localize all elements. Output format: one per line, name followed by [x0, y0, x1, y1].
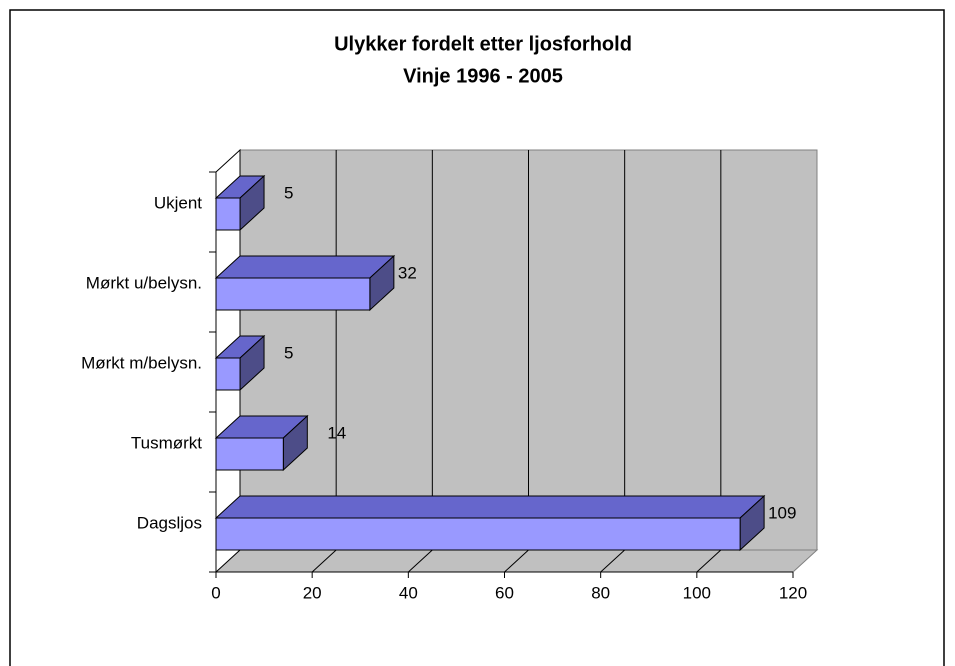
x-tick-label: 20	[303, 583, 322, 602]
bar	[215, 357, 241, 391]
chart-subtitle: Vinje 1996 - 2005	[403, 65, 563, 87]
floor-grid-line	[504, 549, 529, 573]
bar-top	[214, 495, 766, 519]
x-tick-label: 40	[399, 583, 418, 602]
x-tick-label: 0	[211, 583, 220, 602]
value-label: 5	[284, 343, 293, 362]
bar	[215, 517, 741, 551]
y-tick-label: Mørkt m/belysn.	[81, 353, 202, 372]
y-tick-label: Dagsljos	[137, 513, 202, 532]
value-label: 5	[284, 183, 293, 202]
x-tick-label: 100	[683, 583, 711, 602]
y-tick-label: Tusmørkt	[131, 433, 202, 452]
floor-grid-line	[696, 549, 722, 573]
floor-grid-line	[407, 549, 433, 573]
bar	[215, 437, 284, 471]
value-label: 14	[327, 423, 346, 442]
bar-top	[214, 255, 396, 279]
bar	[215, 277, 371, 311]
y-tick-label: Ukjent	[154, 193, 202, 212]
x-tick-label: 60	[495, 583, 514, 602]
y-tick-label: Mørkt u/belysn.	[86, 273, 202, 292]
x-tick-label: 80	[591, 583, 610, 602]
chart-title: Ulykker fordelt etter ljosforhold	[334, 33, 632, 55]
value-label: 32	[398, 263, 417, 282]
x-tick-label: 120	[779, 583, 807, 602]
floor-grid-line	[600, 549, 626, 573]
bar	[215, 197, 241, 231]
floor-grid-line	[311, 549, 337, 573]
value-label: 109	[768, 503, 796, 522]
